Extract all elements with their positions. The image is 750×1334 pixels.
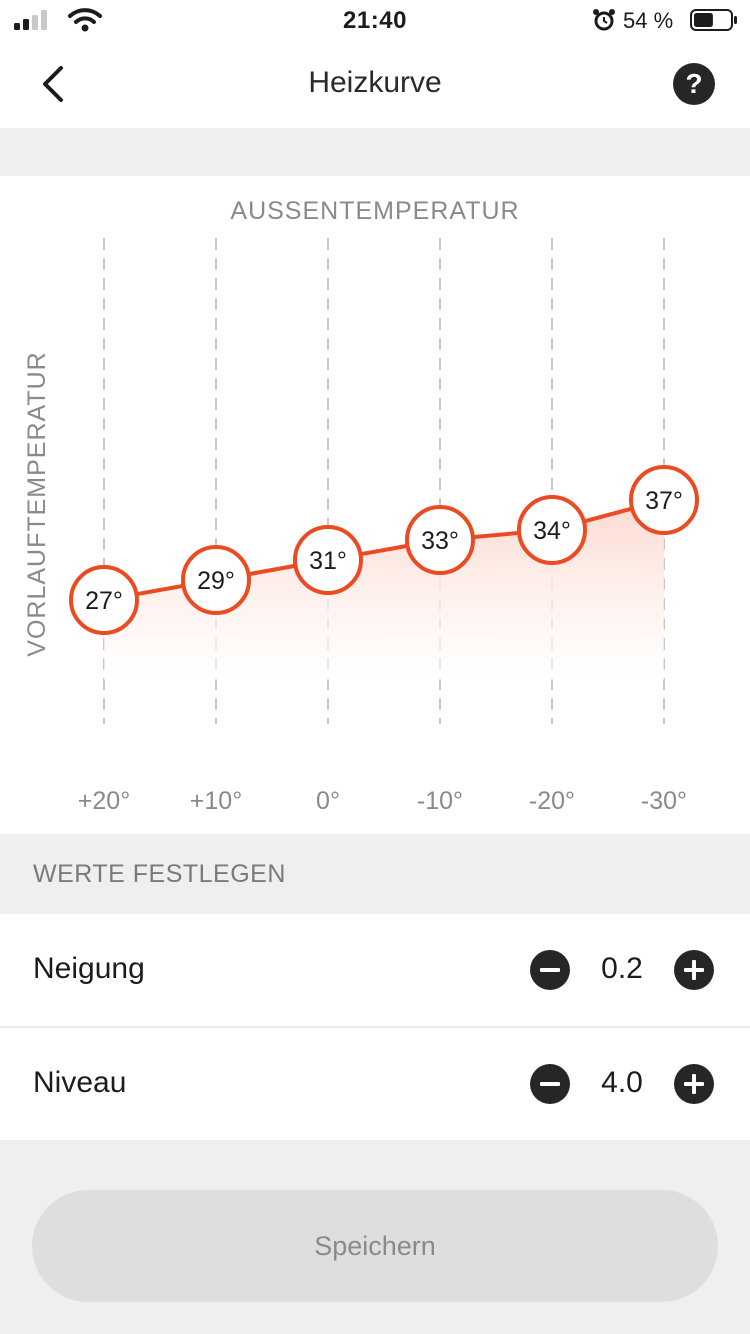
- data-point[interactable]: [69, 565, 139, 635]
- x-tick-label: +10°: [190, 787, 242, 815]
- battery-percent: 54 %: [623, 8, 674, 33]
- x-tick-label: -10°: [417, 787, 463, 815]
- section-title: WERTE FESTLEGEN: [33, 860, 286, 888]
- data-point[interactable]: [629, 465, 699, 535]
- minus-icon: [540, 1082, 560, 1086]
- niveau-value: 4.0: [601, 1066, 643, 1099]
- chart-y-label: VORLAUFTEMPERATUR: [23, 351, 51, 656]
- data-label: 31°: [309, 547, 347, 575]
- setting-label-neigung: Neigung: [33, 952, 145, 985]
- wifi-icon: [68, 8, 102, 32]
- data-label: 34°: [533, 517, 571, 545]
- question-circle-icon: ?: [673, 63, 715, 105]
- spacer-band: [0, 128, 750, 176]
- data-point[interactable]: [181, 545, 251, 615]
- x-tick-label: +20°: [78, 787, 130, 815]
- neigung-value: 0.2: [601, 952, 643, 985]
- help-button[interactable]: ?: [672, 62, 716, 106]
- alarm-icon: [593, 9, 615, 31]
- nav-bar: Heizkurve ?: [0, 40, 750, 128]
- setting-label-niveau: Niveau: [33, 1066, 127, 1099]
- data-point[interactable]: [293, 525, 363, 595]
- chart-title: AUSSENTEMPERATUR: [230, 197, 519, 225]
- setting-row-niveau: Niveau 4.0: [0, 1028, 750, 1140]
- x-tick-label: -30°: [641, 787, 687, 815]
- niveau-increase-button[interactable]: [674, 1064, 714, 1104]
- x-tick-label: -20°: [529, 787, 575, 815]
- section-header: WERTE FESTLEGEN: [0, 834, 750, 914]
- clock: 21:40: [343, 7, 407, 34]
- plus-icon: [684, 1074, 704, 1094]
- data-point[interactable]: [517, 495, 587, 565]
- status-bar: 21:40 54 %: [0, 0, 750, 40]
- data-point[interactable]: [405, 505, 475, 575]
- data-label: 37°: [645, 487, 683, 515]
- neigung-decrease-button[interactable]: [530, 950, 570, 990]
- minus-icon: [540, 968, 560, 972]
- data-label: 27°: [85, 587, 123, 615]
- back-button[interactable]: [28, 60, 78, 110]
- setting-row-neigung: Neigung 0.2: [0, 914, 750, 1026]
- save-button[interactable]: Speichern: [32, 1190, 718, 1302]
- neigung-increase-button[interactable]: [674, 950, 714, 990]
- signal-icon: [14, 10, 47, 30]
- page-title: Heizkurve: [308, 66, 442, 99]
- x-tick-label: 0°: [316, 787, 340, 815]
- heating-curve-chart: AUSSENTEMPERATUR VORLAUFTEMPERATUR 27° 29…: [0, 176, 750, 834]
- data-label: 33°: [421, 527, 459, 555]
- data-label: 29°: [197, 567, 235, 595]
- niveau-decrease-button[interactable]: [530, 1064, 570, 1104]
- chart-canvas: AUSSENTEMPERATUR VORLAUFTEMPERATUR 27° 29…: [23, 197, 699, 815]
- chevron-left-icon: [43, 66, 63, 102]
- battery-icon: [690, 9, 737, 31]
- svg-text:?: ?: [685, 68, 702, 99]
- row-divider: [0, 1026, 750, 1028]
- plus-icon: [684, 960, 704, 980]
